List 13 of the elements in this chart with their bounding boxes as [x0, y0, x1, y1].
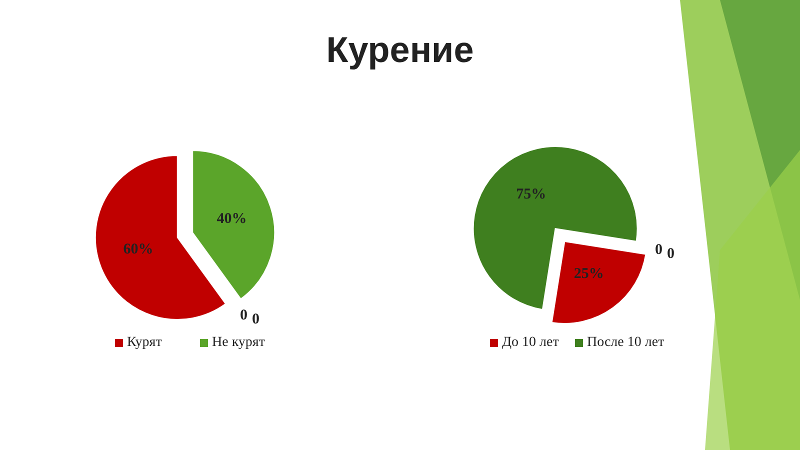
text: 0	[252, 311, 260, 328]
data-label: 60%	[123, 242, 154, 258]
legend-label: После 10 лет	[587, 335, 664, 350]
data-label: 75%	[516, 186, 546, 203]
legend-label: Курят	[127, 335, 162, 350]
legend-label: Не курят	[212, 335, 265, 350]
data-label: 40%	[216, 211, 247, 228]
text: 0	[667, 246, 675, 262]
text: Курение	[326, 29, 474, 70]
legend-label: До 10 лет	[502, 335, 559, 350]
text: 0	[240, 307, 248, 324]
data-label: 25%	[574, 266, 604, 282]
text: 0	[655, 242, 663, 258]
